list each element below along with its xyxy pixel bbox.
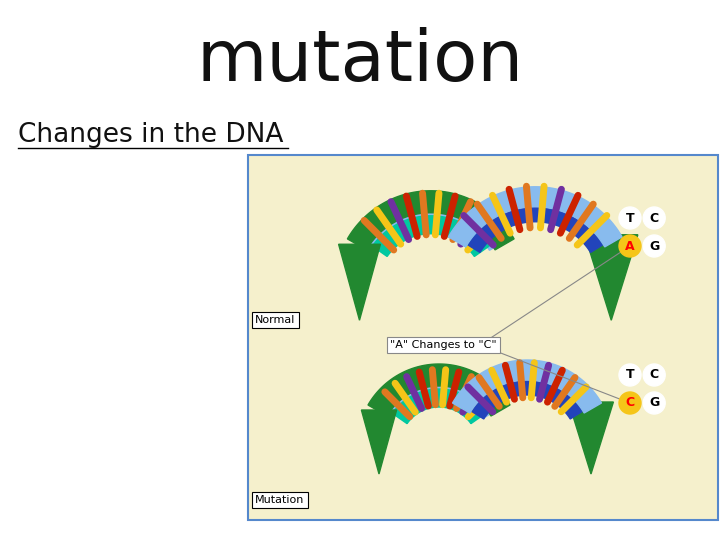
Text: C: C xyxy=(626,396,634,409)
Polygon shape xyxy=(362,206,500,251)
Polygon shape xyxy=(361,410,397,474)
Text: G: G xyxy=(649,240,660,253)
Circle shape xyxy=(619,235,641,257)
Polygon shape xyxy=(585,235,638,320)
Text: T: T xyxy=(626,212,634,225)
Text: Normal: Normal xyxy=(255,315,295,325)
Text: C: C xyxy=(649,368,659,381)
Circle shape xyxy=(643,364,665,386)
Polygon shape xyxy=(382,379,496,417)
Polygon shape xyxy=(449,187,622,247)
Polygon shape xyxy=(347,191,514,250)
Text: C: C xyxy=(649,212,659,225)
Polygon shape xyxy=(468,208,603,252)
Polygon shape xyxy=(472,381,582,419)
Polygon shape xyxy=(453,360,601,413)
Polygon shape xyxy=(569,402,613,474)
Circle shape xyxy=(619,364,641,386)
Text: A: A xyxy=(625,240,635,253)
Polygon shape xyxy=(392,389,486,424)
Polygon shape xyxy=(368,364,510,416)
Text: Mutation: Mutation xyxy=(255,495,305,505)
Text: Changes in the DNA: Changes in the DNA xyxy=(18,122,284,148)
Polygon shape xyxy=(372,216,489,256)
Text: mutation: mutation xyxy=(197,28,523,97)
Circle shape xyxy=(619,392,641,414)
Bar xyxy=(248,155,718,520)
Circle shape xyxy=(643,207,665,229)
Circle shape xyxy=(619,207,641,229)
Polygon shape xyxy=(338,244,380,320)
Text: "A" Changes to "C": "A" Changes to "C" xyxy=(390,340,497,350)
Text: T: T xyxy=(626,368,634,381)
Circle shape xyxy=(643,235,665,257)
Text: G: G xyxy=(649,396,660,409)
Circle shape xyxy=(643,392,665,414)
